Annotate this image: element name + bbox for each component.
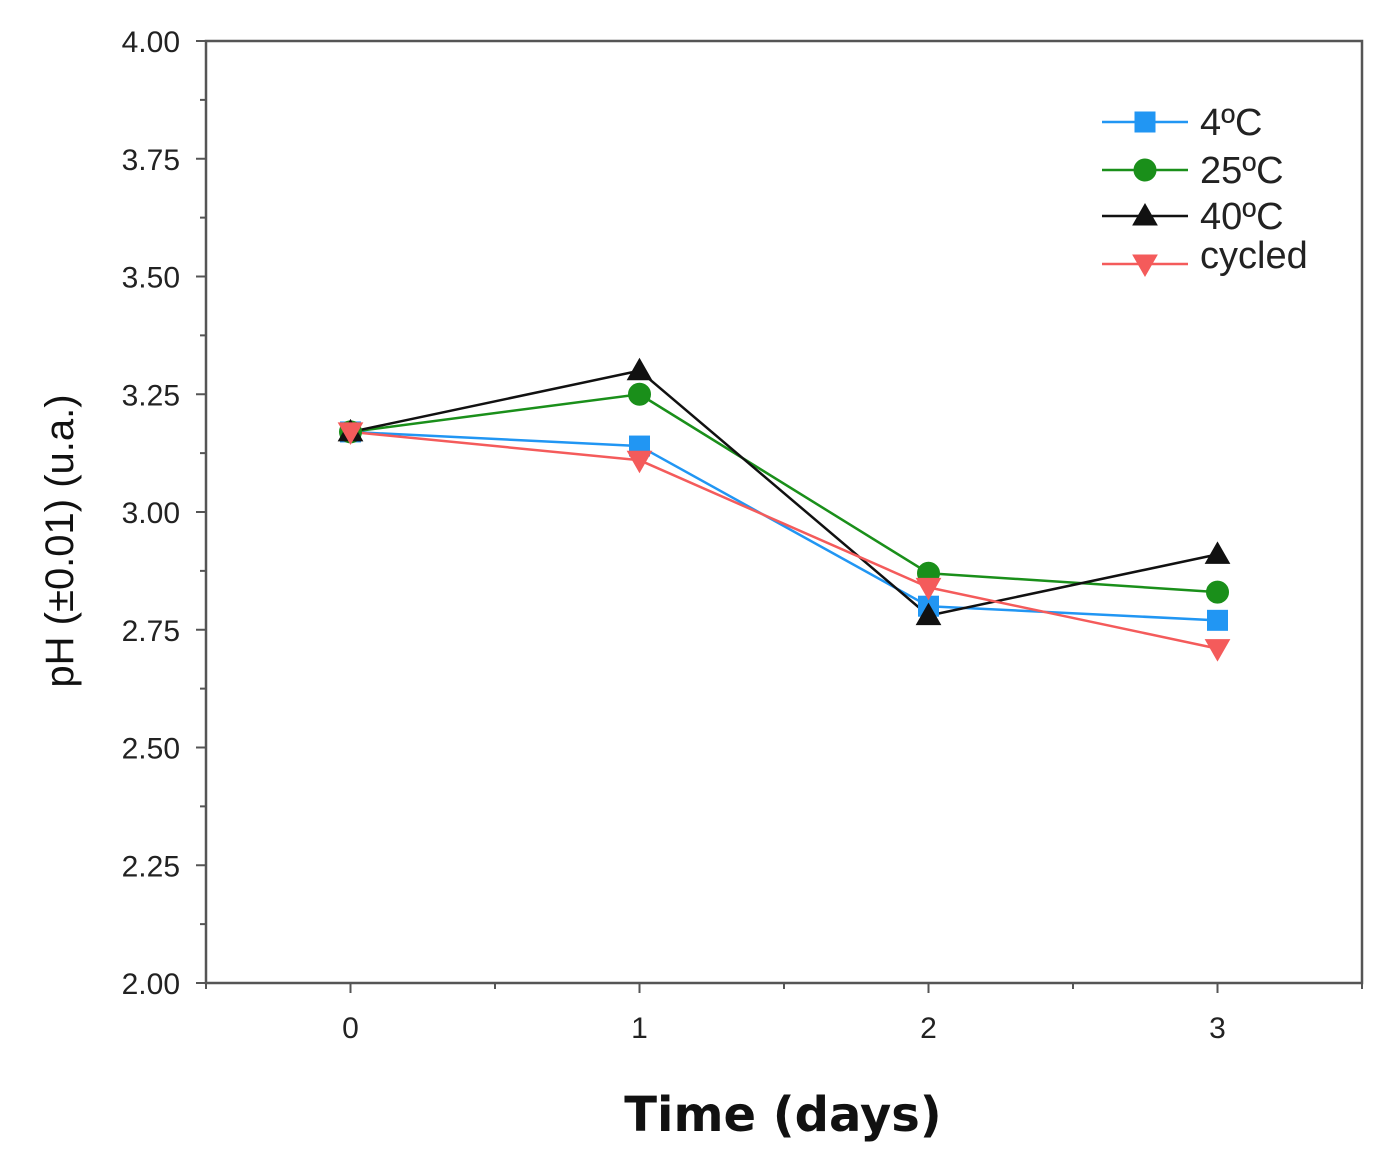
data-point (1204, 639, 1231, 662)
data-point (337, 422, 364, 445)
y-axis: 2.00 2.25 2.50 2.75 3.00 3.25 3.50 3.75 4.00 (122, 26, 206, 1001)
y-tick-label: 3.25 (122, 379, 180, 412)
x-axis: 0 1 2 3 (205, 983, 1363, 1045)
y-tick-label: 3.75 (122, 144, 180, 177)
legend-marker (1132, 254, 1158, 278)
y-tick-label: 2.25 (122, 850, 180, 883)
x-tick-label: 3 (1209, 1012, 1226, 1045)
series-line-3 (350, 430, 1218, 650)
y-tick-label: 4.00 (122, 26, 180, 59)
legend-label: 25ºC (1200, 150, 1284, 192)
y-tick-label: 3.00 (122, 497, 180, 530)
y-tick-label: 2.50 (122, 733, 180, 766)
x-tick-label: 2 (920, 1012, 937, 1045)
y-tick-label: 2.00 (122, 968, 180, 1001)
legend-label: 40ºC (1200, 196, 1284, 238)
y-tick-label: 2.75 (122, 615, 180, 648)
data-point (915, 577, 942, 601)
y-axis-title: pH (±0.01) (u.a.) (38, 394, 82, 687)
legend-label: 4ºC (1200, 102, 1262, 144)
data-point (915, 602, 942, 626)
plot-frame (204, 39, 1364, 985)
series-markers (337, 357, 1231, 662)
data-point (1207, 609, 1228, 631)
x-tick-label: 0 (342, 1012, 359, 1045)
series-lines (350, 369, 1218, 650)
data-point (1204, 541, 1231, 564)
x-axis-title: Time (days) (624, 1087, 941, 1143)
data-point (626, 357, 653, 381)
series-line-1 (350, 393, 1218, 594)
legend-marker (1134, 111, 1156, 133)
legend-marker (1133, 158, 1157, 182)
series-line-2 (350, 369, 1218, 617)
series-line-0 (350, 430, 1218, 622)
data-point (628, 382, 651, 406)
data-point (626, 450, 653, 474)
y-tick-label: 3.50 (122, 262, 180, 295)
data-point (1206, 580, 1229, 604)
legend-marker (1132, 202, 1158, 226)
x-tick-label: 1 (631, 1012, 648, 1045)
legend-label: cycled (1200, 235, 1308, 277)
